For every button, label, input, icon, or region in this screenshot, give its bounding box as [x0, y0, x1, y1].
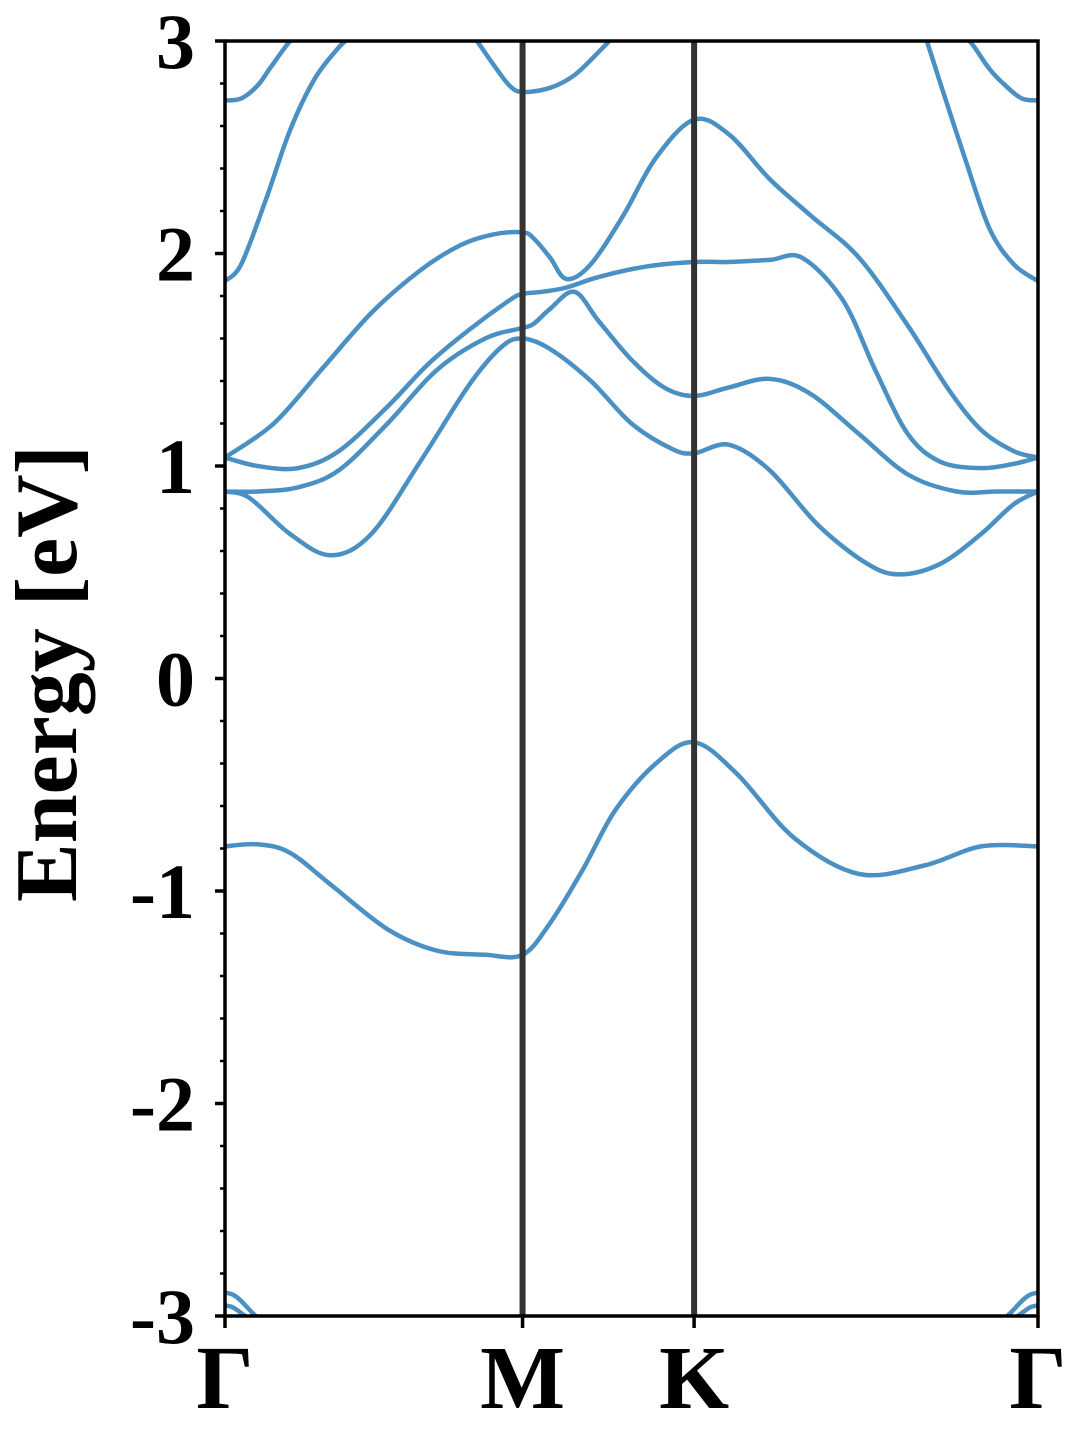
band-lines [225, 41, 1038, 1316]
x-tick-label: Γ [1009, 1329, 1066, 1428]
band-line-4 [225, 252, 1038, 472]
y-tick-label: -2 [130, 1061, 195, 1148]
high-symmetry-dividers [519, 41, 698, 1316]
y-tick-label: -3 [130, 1273, 195, 1360]
band-line-2 [225, 336, 1038, 577]
y-tick-label: 0 [156, 636, 195, 723]
band-line-12 [225, 1303, 250, 1316]
x-tick-label: Γ [196, 1329, 253, 1428]
x-tick-label: M [480, 1329, 565, 1428]
y-tick-label: -1 [130, 848, 195, 935]
band-line-11 [225, 1290, 260, 1316]
band-line-7 [225, 41, 294, 103]
band-line-13 [1003, 1290, 1038, 1316]
band-line-8 [474, 41, 613, 95]
band-line-3 [225, 289, 1038, 495]
band-line-9 [924, 41, 1038, 284]
band-line-14 [1013, 1303, 1038, 1316]
band-line-1 [225, 739, 1038, 960]
band-line-6 [225, 41, 349, 284]
band-line-10 [966, 41, 1038, 103]
y-tick-label: 2 [156, 211, 195, 298]
plot-frame [223, 39, 1040, 1318]
y-axis-label: Energy [eV] [0, 445, 96, 902]
band-line-5 [225, 116, 1038, 460]
y-tick-label: 3 [156, 0, 195, 85]
x-tick-label: K [659, 1329, 729, 1428]
y-axis-ticks: -3 -2 -1 0 1 2 3 [130, 0, 225, 1360]
y-tick-label: 1 [156, 423, 195, 510]
